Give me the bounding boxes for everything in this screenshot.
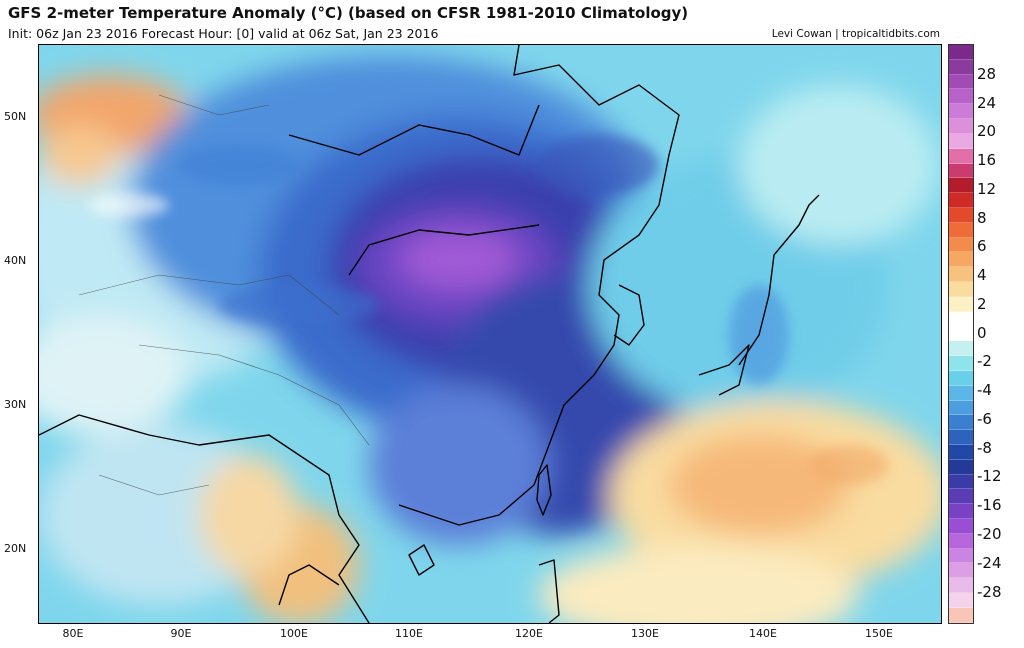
- colorbar-swatch: [949, 370, 973, 386]
- colorbar-label: 2: [977, 295, 987, 313]
- colorbar-swatch: [949, 430, 973, 445]
- map-title: GFS 2-meter Temperature Anomaly (°C) (ba…: [8, 4, 689, 22]
- colorbar-swatch: [949, 385, 973, 401]
- colorbar-swatch: [949, 222, 973, 238]
- colorbar-swatch: [949, 282, 973, 297]
- colorbar-swatch: [949, 504, 973, 519]
- colorbar-label: -2: [977, 352, 992, 370]
- colorbar-label: 28: [977, 65, 997, 83]
- lon-label-80e: 80E: [62, 627, 84, 640]
- temperature-anomaly-map: [38, 44, 942, 624]
- colorbar-label: 0: [977, 324, 987, 342]
- colorbar-swatch: [949, 207, 973, 223]
- colorbar-swatch: [949, 444, 973, 460]
- colorbar-label: -20: [977, 525, 1002, 543]
- colorbar-swatch: [949, 163, 973, 179]
- colorbar-swatch: [949, 607, 973, 623]
- colorbar-label: -12: [977, 467, 1002, 485]
- colorbar-swatch: [949, 415, 973, 431]
- lat-label-20n: 20N: [4, 542, 27, 555]
- colorbar-swatch: [949, 326, 973, 342]
- colorbar-swatch: [949, 341, 973, 357]
- colorbar-label: -8: [977, 439, 992, 457]
- colorbar-label: 8: [977, 209, 987, 227]
- colorbar-label: -16: [977, 496, 1002, 514]
- colorbar: [948, 44, 974, 624]
- colorbar-swatch: [949, 578, 973, 594]
- colorbar-swatch: [949, 178, 973, 194]
- lat-label-50n: 50N: [4, 110, 27, 123]
- colorbar-swatch: [949, 311, 973, 327]
- lon-label-100e: 100E: [280, 627, 308, 640]
- colorbar-swatch: [949, 89, 973, 105]
- colorbar-swatch: [949, 133, 973, 149]
- colorbar-swatch: [949, 148, 973, 164]
- colorbar-label: -28: [977, 583, 1002, 601]
- colorbar-swatch: [949, 119, 973, 134]
- colorbar-swatch: [949, 474, 973, 490]
- colorbar-label: 4: [977, 266, 987, 284]
- colorbar-swatch: [949, 45, 973, 60]
- colorbar-swatch: [949, 563, 973, 579]
- colorbar-swatch: [949, 533, 973, 549]
- colorbar-swatch: [949, 593, 973, 608]
- colorbar-swatch: [949, 104, 973, 120]
- lon-label-90e: 90E: [170, 627, 192, 640]
- colorbar-swatch: [949, 489, 973, 505]
- colorbar-label: -4: [977, 381, 992, 399]
- colorbar-swatch: [949, 400, 973, 416]
- colorbar-label: 6: [977, 237, 987, 255]
- colorbar-swatch: [949, 296, 973, 312]
- map-subtitle: Init: 06z Jan 23 2016 Forecast Hour: [0]…: [8, 26, 439, 41]
- lat-label-30n: 30N: [4, 398, 27, 411]
- colorbar-swatch: [949, 267, 973, 282]
- colorbar-swatch: [949, 59, 973, 75]
- colorbar-label: 12: [977, 180, 997, 198]
- colorbar-label: 24: [977, 94, 997, 112]
- colorbar-label: 20: [977, 122, 997, 140]
- lon-label-150e: 150E: [865, 627, 893, 640]
- lon-label-140e: 140E: [749, 627, 777, 640]
- map-canvas: [39, 45, 941, 623]
- author-credit: Levi Cowan | tropicaltidbits.com: [771, 28, 940, 40]
- colorbar-label: -24: [977, 554, 1002, 572]
- lat-label-40n: 40N: [4, 254, 27, 267]
- colorbar-swatch: [949, 193, 973, 208]
- colorbar-swatch: [949, 252, 973, 268]
- colorbar-label: -6: [977, 410, 992, 428]
- colorbar-swatch: [949, 519, 973, 534]
- lon-label-130e: 130E: [631, 627, 659, 640]
- colorbar-swatch: [949, 237, 973, 253]
- colorbar-swatch: [949, 548, 973, 564]
- lon-label-110e: 110E: [395, 627, 423, 640]
- colorbar-label: 16: [977, 151, 997, 169]
- colorbar-swatch: [949, 74, 973, 90]
- lon-label-120e: 120E: [515, 627, 543, 640]
- colorbar-swatch: [949, 459, 973, 475]
- colorbar-swatch: [949, 356, 973, 371]
